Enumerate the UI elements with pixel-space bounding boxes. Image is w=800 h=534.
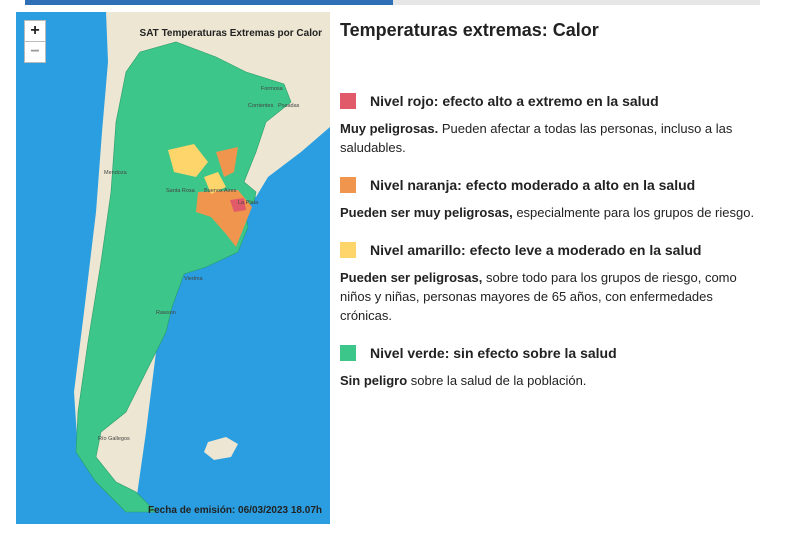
place-label: Rawson [156, 310, 176, 316]
level-body: sobre la salud de la población. [410, 373, 587, 388]
level: Nivel verde: sin efecto sobre la salud Si… [340, 345, 765, 390]
map[interactable]: Formosa Corrientes Posadas Mendoza Santa Ros… [16, 12, 330, 524]
level-text: Pueden ser muy peligrosas, especialmente… [340, 203, 765, 222]
orange-zone [216, 147, 238, 177]
level: Nivel amarillo: efecto leve a moderado e… [340, 242, 765, 325]
falklands [204, 437, 238, 460]
progress-bar [25, 0, 760, 5]
level-swatch [340, 93, 356, 109]
place-label: Posadas [278, 103, 300, 109]
levels: Nivel rojo: efecto alto a extremo en la … [340, 93, 765, 390]
yellow-zone [168, 144, 208, 177]
zoom-in[interactable]: + [24, 20, 46, 42]
level-strong: Sin peligro [340, 373, 408, 388]
map-title: SAT Temperaturas Extremas por Calor [139, 28, 322, 39]
level-title: Nivel rojo: efecto alto a extremo en la … [370, 93, 659, 109]
place-label: Viedma [184, 276, 203, 282]
level-swatch [340, 345, 356, 361]
level-title: Nivel verde: sin efecto sobre la salud [370, 345, 617, 361]
level-title: Nivel naranja: efecto moderado a alto en… [370, 177, 696, 193]
level-text: Pueden ser peligrosas, sobre todo para l… [340, 268, 765, 325]
place-label: Santa Rosa [166, 188, 196, 194]
level-strong: Pueden ser muy peligrosas, [340, 205, 513, 220]
place-label: Río Gallegos [98, 436, 130, 442]
progress-fill [25, 0, 393, 5]
level-body: especialmente para los grupos de riesgo. [516, 205, 755, 220]
heading: Temperaturas extremas: Calor [340, 20, 599, 40]
level-title-row: Nivel amarillo: efecto leve a moderado e… [340, 242, 765, 258]
level-body: sobre todo para los grupos de riesgo, co… [340, 270, 737, 323]
place-label: La Plata [238, 200, 259, 206]
level-text: Sin peligro sobre la salud de la poblaci… [340, 371, 765, 390]
place-label: Mendoza [104, 170, 128, 176]
level: Nivel naranja: efecto moderado a alto en… [340, 177, 765, 222]
level-title-row: Nivel naranja: efecto moderado a alto en… [340, 177, 765, 193]
level-text: Muy peligrosas. Pueden afectar a todas l… [340, 119, 765, 157]
yellow-zone [204, 172, 226, 194]
argentina [75, 41, 292, 513]
level-title: Nivel amarillo: efecto leve a moderado e… [370, 242, 702, 258]
legend-panel: Temperaturas extremas: Calor Nivel rojo:… [340, 20, 765, 410]
red-zone [230, 198, 246, 212]
map-canvas: Formosa Corrientes Posadas Mendoza Santa Ros… [16, 12, 330, 524]
level-body: Pueden afectar a todas las personas, inc… [340, 121, 733, 155]
place-label: Formosa [261, 86, 284, 92]
map-footer: Fecha de emisión: 06/03/2023 18.07h [148, 505, 322, 516]
place-label: Buenos Aires [204, 188, 237, 194]
level-strong: Pueden ser peligrosas, [340, 270, 483, 285]
level-title-row: Nivel verde: sin efecto sobre la salud [340, 345, 765, 361]
zoom-out[interactable]: − [24, 41, 46, 63]
level: Nivel rojo: efecto alto a extremo en la … [340, 93, 765, 157]
level-strong: Muy peligrosas. [340, 121, 439, 136]
level-swatch [340, 242, 356, 258]
place-label: Corrientes [248, 103, 274, 109]
level-swatch [340, 177, 356, 193]
level-title-row: Nivel rojo: efecto alto a extremo en la … [340, 93, 765, 109]
